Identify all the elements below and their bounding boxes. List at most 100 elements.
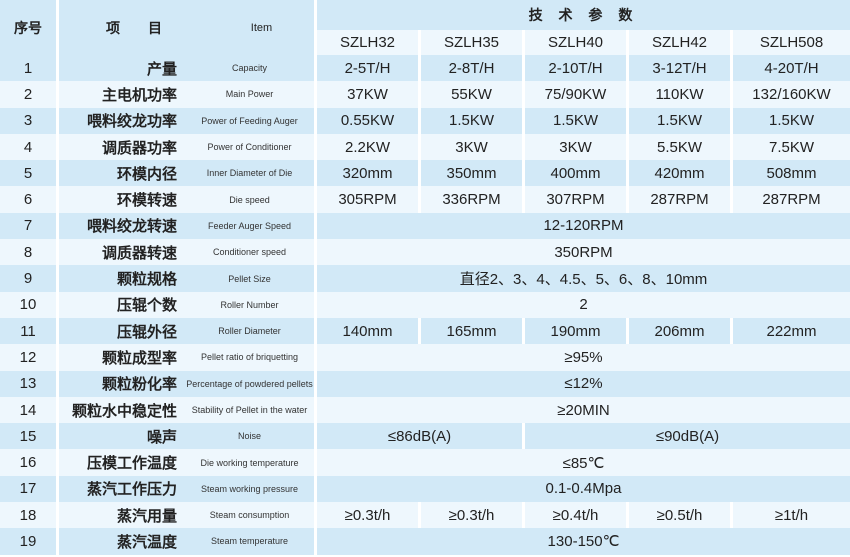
value-cell: ≤86dB(A) [317,423,522,450]
item-zh: 颗粒粉化率 [101,376,177,394]
item-en: Feeder Auger Speed [207,220,292,231]
value-cell: 5.5KW [629,133,730,161]
item-en: Power of Conditioner [207,142,292,153]
value-cell: 2-5T/H [317,55,418,82]
value-cell: ≤85℃ [317,449,850,476]
value-cell: 0.55KW [317,107,418,134]
header-item-zh: 项 目 [106,19,162,36]
item-cell: 环模转速 Die speed [59,186,314,213]
item-cell: 调质器功率 Power of Conditioner [59,133,314,161]
item-cell: 蒸汽用量 Steam consumption [59,502,314,529]
value-cell: ≥20MIN [317,396,850,424]
item-cell: 主电机功率 Main Power [59,81,314,108]
value-cell: 140mm [317,317,418,345]
item-cell: 压辊个数 Roller Number [59,291,314,318]
value-cell: ≥0.3t/h [317,502,418,529]
value-cell: 508mm [733,160,850,187]
model-header: SZLH35 [421,30,522,55]
value-cell: 直径2、3、4、4.5、5、6、8、10mm [317,265,850,292]
row-number: 19 [0,528,56,555]
item-en: Capacity [231,63,267,74]
item-zh: 颗粒规格 [116,271,177,289]
value-cell: 320mm [317,160,418,187]
item-cell: 颗粒水中稳定性 Stability of Pellet in the water [59,396,314,424]
value-cell: 1.5KW [421,107,522,134]
value-cell: 2.2KW [317,133,418,161]
row-number: 7 [0,212,56,240]
model-header: SZLH40 [525,30,626,55]
item-en: Percentage of powdered pellets [186,378,313,389]
item-zh: 颗粒水中稳定性 [71,402,177,420]
item-en: Roller Number [220,299,279,310]
header-item-en: Item [250,21,273,34]
row-number: 9 [0,265,56,292]
item-zh: 蒸汽工作压力 [86,481,177,499]
value-cell: 12-120RPM [317,212,850,240]
value-cell: 2 [317,291,850,318]
value-cell: 420mm [629,160,730,187]
item-cell: 调质器转速 Conditioner speed [59,239,314,266]
item-en: Steam working pressure [200,483,299,494]
value-cell: 2-8T/H [421,55,522,82]
value-cell: 287RPM [629,186,730,213]
item-en: Main Power [225,89,274,100]
value-cell: 165mm [421,317,522,345]
value-cell: 350mm [421,160,522,187]
value-cell: 3-12T/H [629,55,730,82]
item-zh: 环模内径 [116,165,177,183]
value-cell: 130-150℃ [317,528,850,555]
item-zh: 压辊外径 [116,323,177,341]
item-zh: 产量 [146,60,177,78]
row-number: 10 [0,291,56,318]
value-cell: 37KW [317,81,418,108]
row-number: 6 [0,186,56,213]
item-zh: 噪声 [146,428,177,446]
value-cell: 206mm [629,317,730,345]
value-cell: 307RPM [525,186,626,213]
item-en: Noise [237,431,261,442]
row-number: 12 [0,344,56,371]
value-cell: 336RPM [421,186,522,213]
row-number: 2 [0,81,56,108]
value-cell: 4-20T/H [733,55,850,82]
item-zh: 主电机功率 [101,86,177,104]
value-cell: 2-10T/H [525,55,626,82]
item-en: Inner Diameter of Die [206,168,293,179]
item-cell: 喂料绞龙转速 Feeder Auger Speed [59,212,314,240]
model-header: SZLH42 [629,30,730,55]
item-zh: 环模转速 [116,192,177,210]
value-cell: 75/90KW [525,81,626,108]
value-cell: ≤90dB(A) [525,423,850,450]
row-number: 14 [0,396,56,424]
row-number: 13 [0,370,56,397]
item-cell: 蒸汽工作压力 Steam working pressure [59,475,314,503]
value-cell: 287RPM [733,186,850,213]
value-cell: 190mm [525,317,626,345]
value-cell: ≥0.3t/h [421,502,522,529]
value-cell: 3KW [525,133,626,161]
row-number: 1 [0,55,56,82]
item-zh: 调质器功率 [101,139,177,157]
value-cell: 110KW [629,81,730,108]
value-cell: 1.5KW [629,107,730,134]
item-cell: 蒸汽温度 Steam temperature [59,528,314,555]
row-number: 3 [0,107,56,134]
item-en: Die working temperature [200,457,299,468]
item-en: Pellet ratio of briquetting [200,352,299,363]
item-cell: 喂料绞龙功率 Power of Feeding Auger [59,107,314,134]
value-cell: ≥95% [317,344,850,371]
value-cell: 400mm [525,160,626,187]
item-cell: 噪声 Noise [59,423,314,450]
row-number: 8 [0,239,56,266]
item-en: Pellet Size [228,273,271,284]
item-zh: 压模工作温度 [86,455,177,473]
header-item: 项 目 Item [59,0,314,55]
item-cell: 产量 Capacity [59,55,314,82]
item-en: Die speed [229,194,270,205]
item-zh: 颗粒成型率 [101,349,177,367]
value-cell: 1.5KW [733,107,850,134]
value-cell: 305RPM [317,186,418,213]
model-header: SZLH508 [733,30,850,55]
row-number: 18 [0,502,56,529]
